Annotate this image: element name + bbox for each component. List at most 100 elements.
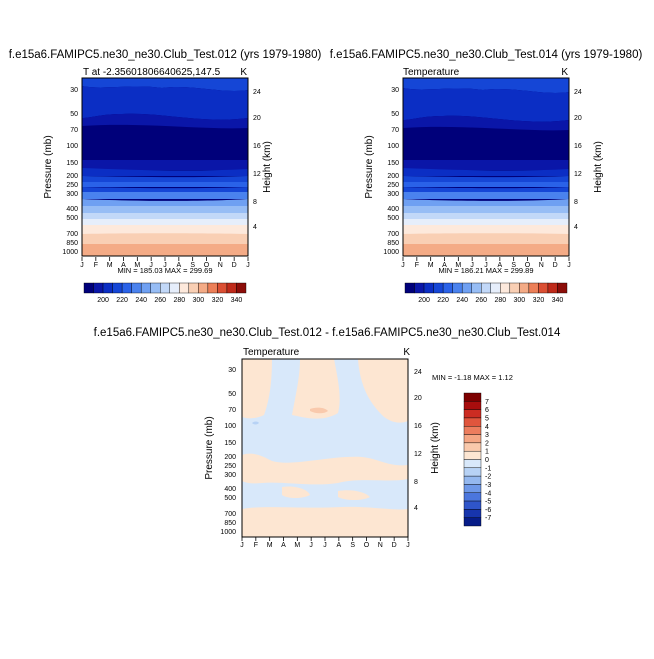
colorbar-label: 0 bbox=[485, 457, 489, 464]
y-tick-label: 250 bbox=[66, 182, 78, 189]
colorbar-swatch bbox=[547, 282, 558, 294]
x-tick-label: N bbox=[218, 262, 223, 269]
panel-2-y-ticks: 30 50 70 100 150 200 250 300 400 500 700… bbox=[383, 87, 399, 256]
colorbar-swatch bbox=[198, 282, 209, 294]
colorbar-label: 340 bbox=[552, 297, 564, 304]
colorbar-swatch bbox=[500, 282, 511, 294]
height-tick-label: 16 bbox=[414, 423, 422, 430]
x-tick-label: A bbox=[336, 542, 341, 549]
colorbar-swatch bbox=[463, 509, 482, 518]
x-tick-label: D bbox=[232, 262, 237, 269]
height-tick-label: 20 bbox=[253, 115, 261, 122]
y-tick-label: 70 bbox=[228, 407, 236, 414]
colorbar-label: -4 bbox=[485, 490, 491, 497]
colorbar-swatch bbox=[538, 282, 549, 294]
colorbar-swatch bbox=[509, 282, 520, 294]
y-tick-label: 150 bbox=[66, 160, 78, 167]
colorbar-swatch bbox=[463, 450, 482, 460]
y-tick-label: 200 bbox=[66, 173, 78, 180]
x-tick-label: A bbox=[121, 262, 126, 269]
colorbar-swatch bbox=[83, 282, 94, 294]
colorbar-swatch bbox=[463, 492, 482, 502]
y-tick-label: 1000 bbox=[383, 249, 399, 256]
y-tick-label: 100 bbox=[224, 423, 236, 430]
height-tick-label: 4 bbox=[574, 224, 578, 231]
x-tick-label: J bbox=[80, 262, 84, 269]
panel-1-y-axis-label: Pressure (mb) bbox=[43, 135, 54, 198]
colorbar-swatch bbox=[463, 467, 482, 477]
x-tick-label: J bbox=[470, 262, 474, 269]
x-tick-label: A bbox=[176, 262, 181, 269]
x-tick-label: M bbox=[428, 262, 434, 269]
y-tick-label: 70 bbox=[391, 127, 399, 134]
colorbar-label: 1 bbox=[485, 449, 489, 456]
colorbar-swatch bbox=[463, 500, 482, 510]
panel-1-subtitle-left: T at -2.35601806640625,147.5 bbox=[83, 67, 221, 78]
colorbar-swatch bbox=[404, 282, 415, 294]
colorbar-swatch bbox=[102, 282, 113, 294]
colorbar-label: -2 bbox=[485, 474, 491, 481]
panel-3-y-axis-label: Pressure (mb) bbox=[204, 416, 215, 479]
height-tick-label: 8 bbox=[574, 199, 578, 206]
colorbar-label: 200 bbox=[97, 297, 109, 304]
panel-2-height-ticks: 24 20 16 12 8 4 bbox=[574, 89, 582, 231]
y-tick-label: 50 bbox=[228, 391, 236, 398]
height-tick-label: 8 bbox=[414, 479, 418, 486]
y-tick-label: 100 bbox=[387, 143, 399, 150]
height-tick-label: 16 bbox=[253, 143, 261, 150]
panel-3: f.e15a6.FAMIPC5.ne30_ne30.Club_Test.012 … bbox=[94, 327, 561, 549]
colorbar-label: 280 bbox=[173, 297, 185, 304]
colorbar-label: -1 bbox=[485, 465, 491, 472]
y-tick-label: 400 bbox=[224, 486, 236, 493]
y-tick-label: 400 bbox=[66, 206, 78, 213]
panel-1-title: f.e15a6.FAMIPC5.ne30_ne30.Club_Test.012 … bbox=[9, 49, 322, 61]
colorbar-label: 260 bbox=[475, 297, 487, 304]
colorbar-label: 240 bbox=[456, 297, 468, 304]
colorbar-swatch bbox=[463, 434, 482, 444]
height-tick-label: 4 bbox=[414, 505, 418, 512]
x-tick-label: A bbox=[281, 542, 286, 549]
y-tick-label: 200 bbox=[224, 454, 236, 461]
panel-3-right-axis-label: Height (km) bbox=[430, 422, 441, 474]
panel-3-title: f.e15a6.FAMIPC5.ne30_ne30.Club_Test.012 … bbox=[94, 327, 561, 339]
colorbar-swatch bbox=[169, 282, 180, 294]
x-tick-label: M bbox=[107, 262, 113, 269]
y-tick-label: 1000 bbox=[220, 529, 236, 536]
colorbar-swatch bbox=[463, 517, 482, 527]
panel-2-minmax: MIN = 186.21 MAX = 299.89 bbox=[438, 266, 533, 275]
x-tick-label: S bbox=[511, 262, 516, 269]
colorbar-label: 240 bbox=[135, 297, 147, 304]
y-tick-label: 700 bbox=[387, 231, 399, 238]
colorbar-label: -6 bbox=[485, 507, 491, 514]
colorbar-label: 260 bbox=[154, 297, 166, 304]
panel-3-y-ticks: 30 50 70 100 150 200 250 300 400 500 700… bbox=[220, 367, 236, 536]
y-tick-label: 150 bbox=[224, 440, 236, 447]
colorbar-label: 320 bbox=[212, 297, 224, 304]
colorbar-swatch bbox=[463, 401, 482, 410]
panel-1-height-ticks: 24 20 16 12 8 4 bbox=[253, 89, 261, 231]
colorbar-label: 280 bbox=[494, 297, 506, 304]
x-tick-label: F bbox=[94, 262, 98, 269]
y-tick-label: 300 bbox=[224, 472, 236, 479]
x-tick-label: S bbox=[350, 542, 355, 549]
x-tick-label: M bbox=[294, 542, 300, 549]
height-tick-label: 20 bbox=[414, 395, 422, 402]
panel-3-subtitle-right: K bbox=[403, 347, 410, 358]
colorbar-label: 320 bbox=[533, 297, 545, 304]
x-tick-label: M bbox=[134, 262, 140, 269]
colorbar-swatch bbox=[463, 442, 482, 452]
colorbar-swatch bbox=[433, 282, 444, 294]
colorbar-swatch bbox=[481, 282, 491, 294]
colorbar-label: 220 bbox=[437, 297, 449, 304]
colorbar-label: 220 bbox=[116, 297, 128, 304]
colorbar-swatch bbox=[226, 282, 237, 294]
x-tick-label: J bbox=[246, 262, 250, 269]
panel-1-colorbar: 200 220 240 260 280 300 320 340 bbox=[83, 282, 247, 304]
colorbar-swatch bbox=[207, 282, 218, 294]
y-tick-label: 30 bbox=[391, 87, 399, 94]
x-tick-label: J bbox=[567, 262, 571, 269]
colorbar-label: 3 bbox=[485, 432, 489, 439]
